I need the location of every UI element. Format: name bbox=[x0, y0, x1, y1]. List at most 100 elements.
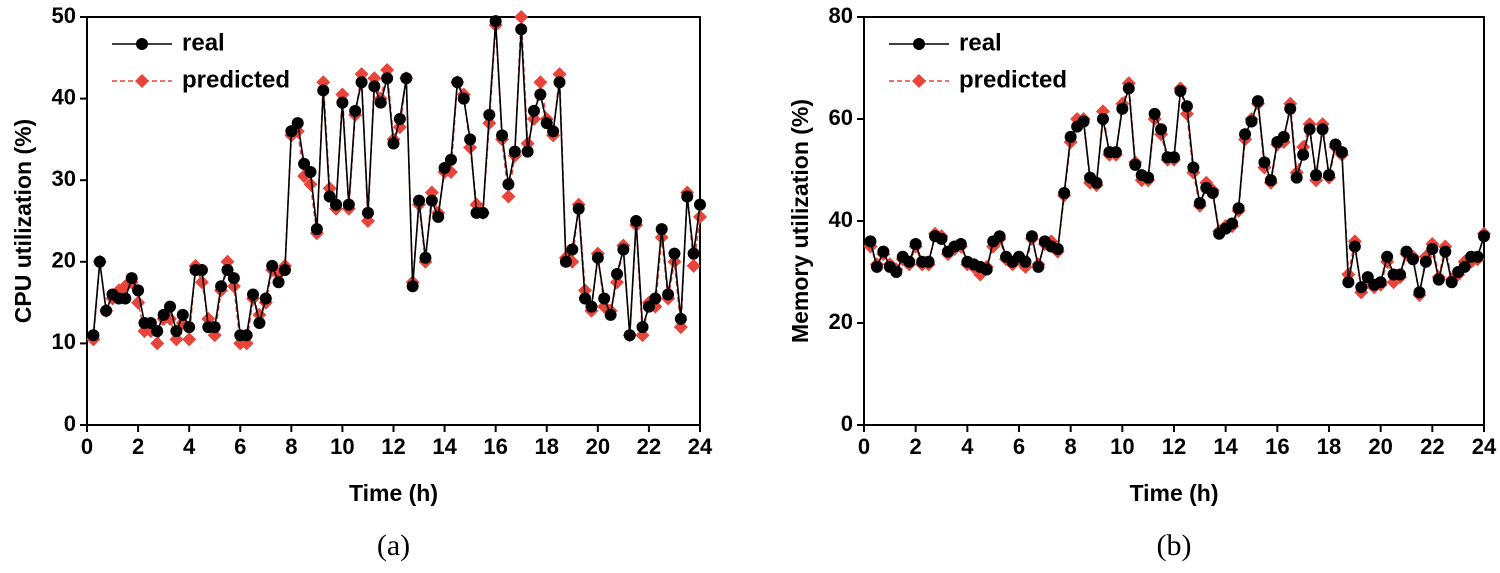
y-tick-label: 0 bbox=[64, 411, 76, 436]
data-point bbox=[361, 206, 374, 219]
data-point bbox=[1335, 146, 1348, 159]
data-point bbox=[1168, 151, 1180, 164]
data-point bbox=[1148, 107, 1161, 120]
x-tick-label: 4 bbox=[961, 434, 974, 459]
data-point bbox=[501, 189, 516, 204]
data-point bbox=[182, 332, 197, 347]
data-point bbox=[642, 300, 655, 313]
data-point bbox=[1310, 169, 1323, 182]
x-tick-label: 24 bbox=[688, 434, 713, 459]
data-point bbox=[1413, 286, 1426, 299]
data-point bbox=[1129, 158, 1142, 171]
data-point bbox=[1471, 250, 1484, 263]
data-point bbox=[87, 329, 100, 342]
data-point bbox=[457, 92, 470, 105]
data-point bbox=[1284, 102, 1297, 115]
data-point bbox=[425, 194, 438, 207]
data-point bbox=[514, 10, 529, 24]
series-line bbox=[92, 21, 701, 337]
data-point bbox=[100, 304, 113, 317]
data-point bbox=[1226, 217, 1239, 230]
data-point bbox=[489, 15, 502, 28]
x-tick-label: 14 bbox=[432, 434, 457, 459]
data-point bbox=[496, 129, 509, 142]
data-point bbox=[1381, 250, 1394, 263]
data-point bbox=[336, 96, 349, 109]
data-point bbox=[1297, 148, 1310, 161]
y-tick-label: 20 bbox=[52, 248, 76, 273]
data-point bbox=[227, 272, 240, 285]
x-tick-label: 10 bbox=[1110, 434, 1134, 459]
data-point bbox=[323, 190, 336, 203]
x-tick-label: 16 bbox=[1265, 434, 1289, 459]
data-point bbox=[119, 292, 132, 305]
x-tick-label: 22 bbox=[1420, 434, 1444, 459]
x-tick-label: 24 bbox=[1472, 434, 1497, 459]
data-point bbox=[1174, 84, 1187, 97]
x-tick-label: 2 bbox=[132, 434, 144, 459]
data-point bbox=[649, 292, 662, 305]
data-point bbox=[278, 263, 291, 276]
data-point bbox=[240, 329, 253, 342]
data-point bbox=[253, 317, 266, 329]
data-point bbox=[1478, 230, 1490, 243]
data-point bbox=[1232, 202, 1245, 215]
caption: (b) bbox=[1157, 529, 1192, 562]
plot-frame bbox=[863, 16, 1485, 426]
y-tick-label: 80 bbox=[829, 3, 853, 28]
data-point bbox=[935, 232, 948, 245]
data-point bbox=[1058, 186, 1071, 199]
data-point bbox=[1258, 156, 1271, 169]
data-point bbox=[1419, 255, 1432, 268]
data-point bbox=[1051, 243, 1064, 256]
data-point bbox=[668, 247, 681, 260]
data-point bbox=[1394, 268, 1407, 281]
x-tick-label: 8 bbox=[285, 434, 297, 459]
data-point bbox=[1096, 113, 1109, 125]
legend-marker bbox=[912, 74, 926, 88]
data-point bbox=[1426, 243, 1439, 256]
data-point bbox=[694, 198, 706, 211]
y-tick-label: 50 bbox=[52, 3, 76, 28]
data-point bbox=[291, 117, 304, 130]
legend-marker bbox=[135, 74, 149, 88]
data-point bbox=[131, 295, 146, 310]
data-point bbox=[604, 308, 617, 321]
data-point bbox=[374, 96, 387, 109]
data-point bbox=[387, 137, 400, 150]
data-point bbox=[1155, 123, 1168, 136]
data-point bbox=[310, 223, 323, 236]
data-point bbox=[993, 230, 1006, 243]
x-axis-label: Time (h) bbox=[349, 480, 438, 506]
x-tick-label: 0 bbox=[81, 434, 93, 459]
legend-label: real bbox=[182, 29, 225, 56]
data-point bbox=[464, 133, 477, 146]
data-point bbox=[1439, 245, 1452, 258]
caption: (a) bbox=[377, 529, 410, 562]
data-point bbox=[132, 284, 145, 297]
data-point bbox=[1193, 197, 1206, 210]
data-point bbox=[247, 288, 260, 301]
data-point bbox=[266, 259, 279, 272]
data-point bbox=[527, 104, 540, 117]
data-point bbox=[591, 251, 604, 264]
data-point bbox=[413, 194, 426, 207]
data-point bbox=[1316, 123, 1329, 136]
data-point bbox=[272, 276, 285, 289]
data-point bbox=[368, 80, 381, 93]
data-point bbox=[1109, 146, 1122, 159]
x-tick-label: 16 bbox=[483, 434, 507, 459]
data-point bbox=[533, 75, 548, 90]
data-point bbox=[406, 280, 419, 293]
legend-marker bbox=[913, 38, 925, 50]
data-point bbox=[157, 308, 170, 321]
data-point bbox=[674, 312, 687, 325]
data-point bbox=[954, 237, 967, 250]
x-tick-label: 20 bbox=[1368, 434, 1392, 459]
y-tick-label: 40 bbox=[52, 84, 76, 109]
data-point bbox=[1348, 240, 1361, 253]
data-point bbox=[483, 108, 496, 121]
data-point bbox=[1206, 186, 1219, 199]
data-point bbox=[195, 263, 208, 276]
data-point bbox=[150, 336, 165, 351]
